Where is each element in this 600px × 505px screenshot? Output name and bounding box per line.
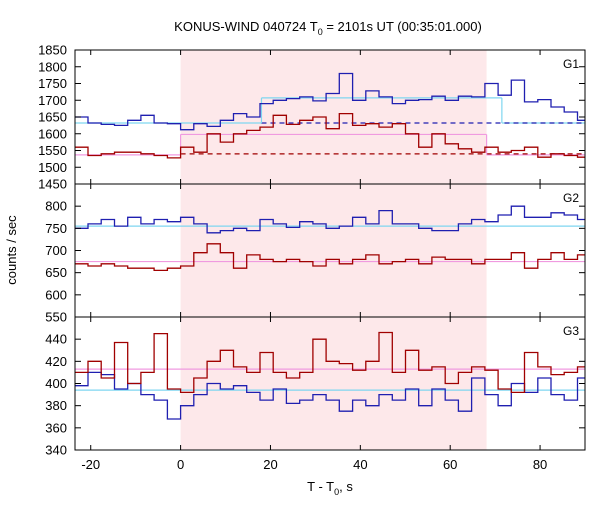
panel-3-plot-area <box>75 331 585 420</box>
panel-3-series-blue <box>75 371 585 420</box>
panel-1-ytick-label: 1850 <box>38 43 67 58</box>
x-tick-label: 80 <box>533 457 547 472</box>
x-tick-label: 40 <box>353 457 367 472</box>
panel-1-ytick-label: 1450 <box>38 177 67 192</box>
panel-1-series-blue <box>75 72 585 131</box>
x-tick-label: 60 <box>443 457 457 472</box>
panel-2-series-red <box>75 243 585 272</box>
panel-2-ytick-label: 650 <box>45 265 67 280</box>
panel-1-series-red <box>75 112 585 159</box>
panel-1-ytick-label: 1750 <box>38 76 67 91</box>
x-axis-title-rest: , s <box>339 479 353 494</box>
panel-3-ytick-label: 360 <box>45 420 67 435</box>
panel-3-series-red <box>75 331 585 394</box>
panel-3-ytick-label: 420 <box>45 354 67 369</box>
panel-3-ytick-label: 340 <box>45 443 67 458</box>
x-axis-title: T - T0, s <box>307 479 353 497</box>
x-axis-title-subscript: 0 <box>334 487 339 497</box>
highlight-interval-band <box>180 50 487 450</box>
panel-2-ytick-label: 800 <box>45 199 67 214</box>
panel-1-ytick-label: 1500 <box>38 160 67 175</box>
panel-2-ytick-label: 600 <box>45 287 67 302</box>
x-tick-label: 20 <box>263 457 277 472</box>
y-axis-title: counts / sec <box>4 215 19 285</box>
panel-2-label: G2 <box>563 191 579 205</box>
panel-1-ytick-label: 1550 <box>38 143 67 158</box>
x-tick-label: 0 <box>177 457 184 472</box>
panel-1-ytick-label: 1650 <box>38 110 67 125</box>
panel-3-ytick-label: 440 <box>45 332 67 347</box>
chart-title-main: KONUS-WIND 040724 T <box>174 19 318 34</box>
panel-1-ytick-label: 1800 <box>38 59 67 74</box>
panel-3-label: G3 <box>563 324 579 338</box>
panel-2-plot-area <box>75 205 585 272</box>
panel-1-plot-area <box>75 72 585 159</box>
panel-2-ytick-label: 700 <box>45 243 67 258</box>
x-tick-label: -20 <box>81 457 100 472</box>
panel-1-label: G1 <box>563 57 579 71</box>
panel-1-ytick-label: 1700 <box>38 93 67 108</box>
x-axis-title-main: T - T <box>307 479 334 494</box>
chart-title: KONUS-WIND 040724 T0 = 2101s UT (00:35:0… <box>174 19 482 37</box>
panel-2-series-blue <box>75 205 585 234</box>
chart-title-rest: = 2101s UT (00:35:01.000) <box>323 19 482 34</box>
panel-3-ytick-label: 380 <box>45 398 67 413</box>
panel-3-ytick-label: 400 <box>45 376 67 391</box>
panel-2-ytick-label: 550 <box>45 310 67 325</box>
panel-1-ytick-label: 1600 <box>38 126 67 141</box>
chart-title-subscript: 0 <box>318 27 323 37</box>
panel-2-ytick-label: 750 <box>45 221 67 236</box>
